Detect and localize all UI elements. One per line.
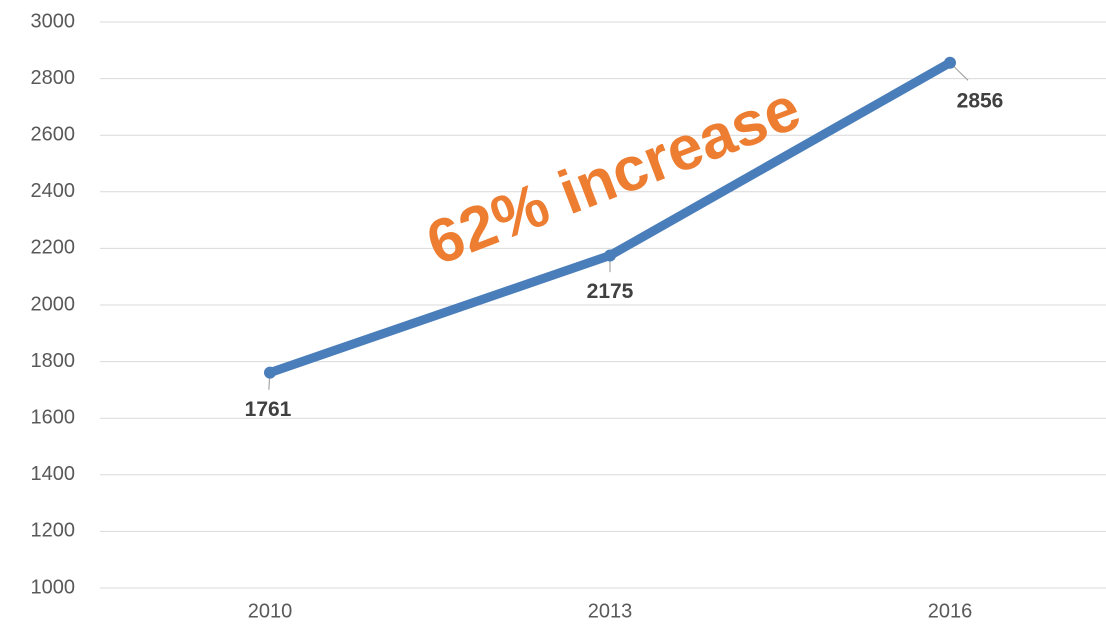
y-tick-label: 1200: [31, 520, 76, 542]
y-tick-label: 2400: [31, 180, 76, 202]
x-tick-label: 2010: [248, 600, 293, 622]
y-tick-label: 2200: [31, 237, 76, 259]
x-tick-label: 2016: [928, 600, 973, 622]
y-tick-label: 1600: [31, 406, 76, 428]
y-tick-label: 2600: [31, 123, 76, 145]
line: [265, 58, 955, 378]
y-tick-label: 3000: [31, 10, 76, 32]
y-tick-label: 1000: [31, 576, 76, 598]
marker: [604, 249, 616, 262]
y-tick-label: 2000: [31, 293, 76, 315]
y-tick-label: 2800: [31, 67, 76, 89]
y-tick-label: 1400: [31, 463, 76, 485]
data-label: 2856: [957, 89, 1004, 112]
y-tick-label: 1800: [31, 350, 76, 372]
marker: [264, 366, 276, 379]
data-label: 1761: [245, 398, 292, 421]
x-tick-label: 2013: [588, 600, 633, 622]
data-label: 2175: [587, 280, 634, 303]
marker: [944, 56, 956, 69]
